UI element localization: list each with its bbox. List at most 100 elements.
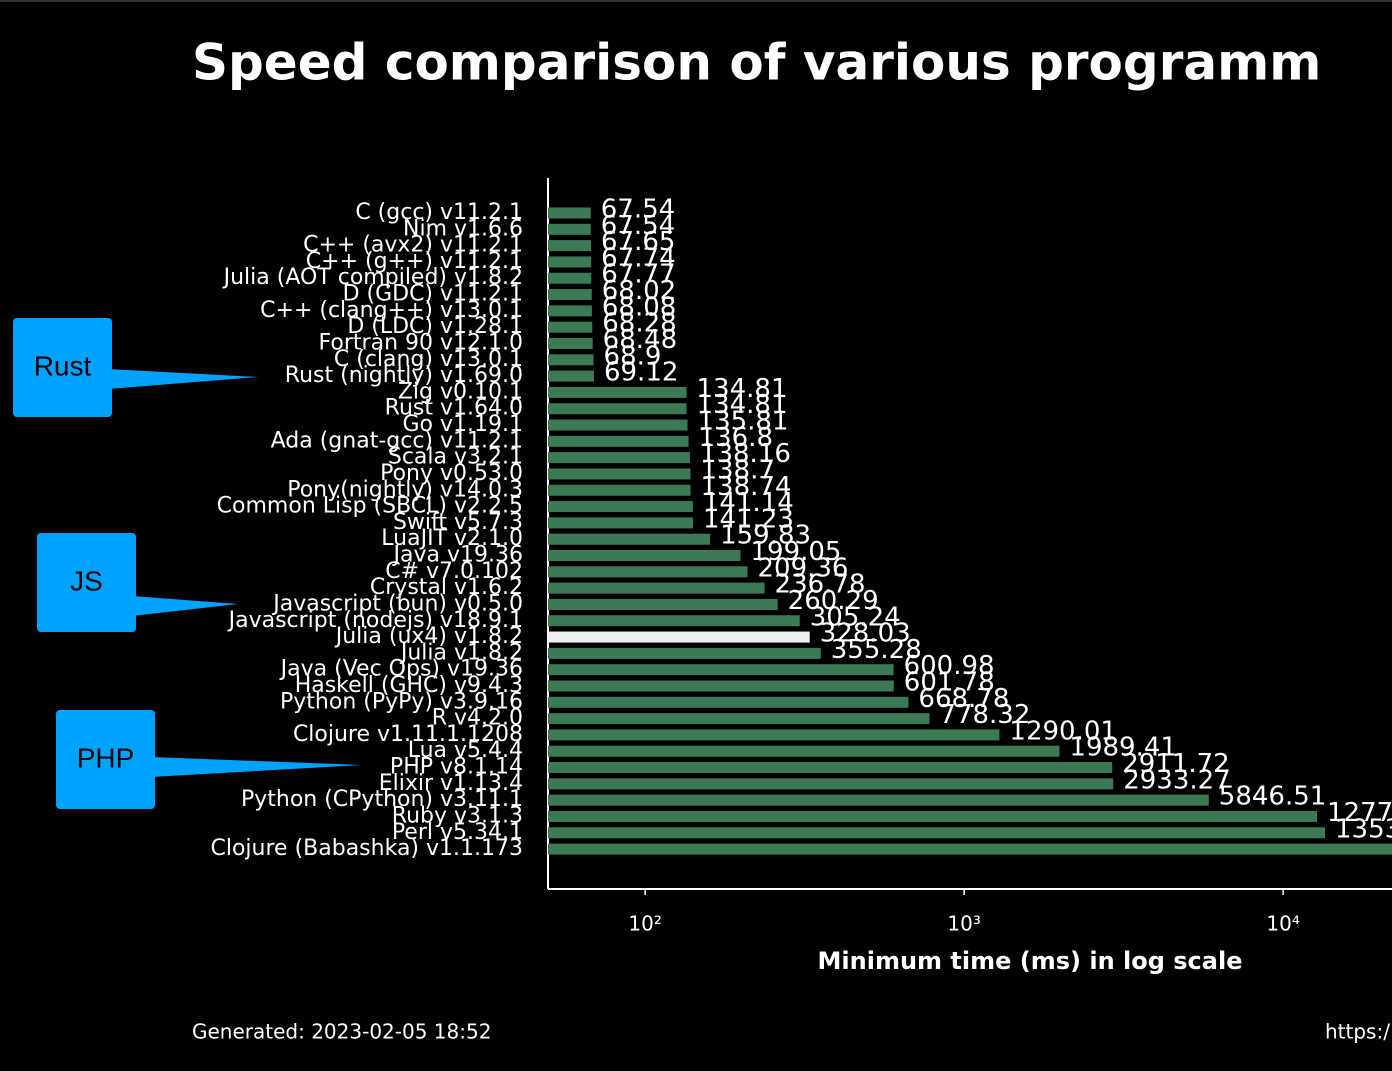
bar [548, 305, 592, 317]
y-tick-label: Clojure v1.11.1.1208 [293, 722, 523, 747]
bar [548, 435, 689, 447]
bar [548, 501, 693, 513]
y-tick-label: Pony(nightly) v14.0.3 [287, 477, 523, 502]
value-label: 67.54 [601, 195, 675, 225]
value-label: 236.78 [775, 570, 866, 600]
bar [548, 696, 909, 708]
value-label: 668.78 [918, 684, 1009, 714]
y-tick-label: Julia v1.8.2 [399, 640, 523, 665]
callout-pointer [151, 757, 362, 777]
bar [548, 370, 594, 382]
y-tick-label: C# v7.0.102 [385, 559, 523, 584]
y-tick-label: Java (Vec Ops) v19.36 [279, 657, 523, 682]
footer-right: https:/ [1325, 1020, 1390, 1044]
bar [548, 680, 894, 692]
value-label: 138.74 [701, 472, 792, 502]
y-tick-label: Pony v0.53.0 [380, 461, 523, 486]
top-border [0, 0, 1392, 2]
y-tick-label: Zig v0.10.1 [398, 379, 523, 404]
y-tick-label: C (gcc) v11.2.1 [355, 200, 523, 225]
value-label: 141.14 [703, 488, 794, 518]
x-tick-label: 10³ [947, 912, 980, 936]
value-label: 159.83 [720, 521, 811, 551]
value-label: 5846.51 [1219, 782, 1327, 812]
value-label: 355.28 [831, 635, 922, 665]
value-label: 1989.41 [1069, 733, 1177, 763]
y-tick-label: Python (PyPy) v3.9.16 [280, 689, 523, 714]
bar [548, 664, 894, 676]
callout-text: JS [70, 565, 103, 596]
bar [548, 386, 687, 398]
y-tick-label: Haskell (GHC) v9.4.3 [295, 673, 523, 698]
value-label: 13530 [1335, 814, 1392, 844]
value-label: 68.48 [603, 325, 677, 355]
y-tick-label: Julia (AOT compiled) v1.8.2 [222, 265, 523, 290]
callout-box [56, 710, 155, 809]
value-label: 2911.72 [1122, 749, 1230, 779]
bar [548, 827, 1326, 839]
bar [548, 810, 1318, 822]
y-tick-label: Javascript (nodejs) v18.9.1 [227, 608, 523, 633]
bar [548, 337, 593, 349]
value-label: 68.02 [602, 276, 676, 306]
y-tick-label: Swift v5.7.3 [393, 510, 523, 535]
bar [548, 713, 930, 725]
bar [548, 452, 690, 464]
bar [548, 256, 592, 268]
value-label: 600.98 [904, 651, 995, 681]
y-tick-label: Ada (gnat-gcc) v11.2.1 [271, 428, 523, 453]
value-label: 778.32 [939, 700, 1030, 730]
y-tick-label: Go v1.19.1 [403, 412, 524, 437]
y-tick-label: Scala v3.2.1 [388, 445, 523, 470]
y-tick-label: D (GDC) v11.2.1 [343, 282, 523, 307]
value-label: 67.65 [601, 227, 675, 257]
x-tick-label: 10² [628, 912, 661, 936]
bar [548, 321, 593, 333]
y-tick-label: Julia (ux4) v1.8.2 [334, 624, 523, 649]
bar [548, 468, 691, 480]
value-label: 136.8 [699, 423, 773, 453]
y-tick-label: Crystal v1.6.2 [370, 575, 523, 600]
value-label: 141.23 [703, 504, 794, 534]
bar [548, 647, 821, 659]
x-tick-label: 10⁴ [1266, 912, 1299, 936]
bar [548, 403, 687, 415]
x-axis-label: Minimum time (ms) in log scale [818, 947, 1243, 975]
value-label: 12770 [1327, 798, 1392, 828]
bar [548, 598, 778, 610]
value-label: 135.81 [698, 407, 789, 437]
y-tick-label: LuaJIT v2.1.0 [381, 526, 523, 551]
bar [548, 778, 1114, 790]
bar [548, 615, 800, 627]
bar [548, 517, 693, 529]
value-label: 260.29 [788, 586, 879, 616]
y-tick-label: C++ (g++) v11.2.1 [306, 249, 523, 274]
bar [548, 745, 1060, 757]
y-tick-label: PHP v8.1.14 [390, 755, 523, 780]
value-label: 134.81 [697, 374, 788, 404]
callout-text: Rust [34, 350, 92, 381]
callout-text: PHP [77, 742, 135, 773]
bar [548, 582, 765, 594]
value-label: 134.81 [697, 390, 788, 420]
bar [548, 207, 591, 219]
bar [548, 354, 594, 366]
y-tick-label: Ruby v3.1.3 [392, 803, 523, 828]
value-label: 67.77 [601, 260, 675, 290]
bar [548, 566, 748, 578]
y-tick-label: C (clang) v13.0.1 [334, 347, 523, 372]
bar [548, 794, 1209, 806]
bar [548, 223, 591, 235]
y-tick-label: R v4.2.0 [432, 706, 523, 731]
value-label: 138.16 [700, 439, 791, 469]
value-label: 67.54 [601, 211, 675, 241]
callout-box [37, 533, 136, 632]
value-label: 68.08 [602, 292, 676, 322]
value-label: 2933.27 [1123, 765, 1231, 795]
bar [548, 484, 691, 496]
value-label: 305.24 [810, 602, 901, 632]
bar [548, 550, 741, 562]
value-label: 138.7 [700, 455, 774, 485]
footer-left: Generated: 2023-02-05 18:52 [192, 1020, 491, 1044]
y-tick-label: Perl v5.34.1 [392, 820, 523, 845]
